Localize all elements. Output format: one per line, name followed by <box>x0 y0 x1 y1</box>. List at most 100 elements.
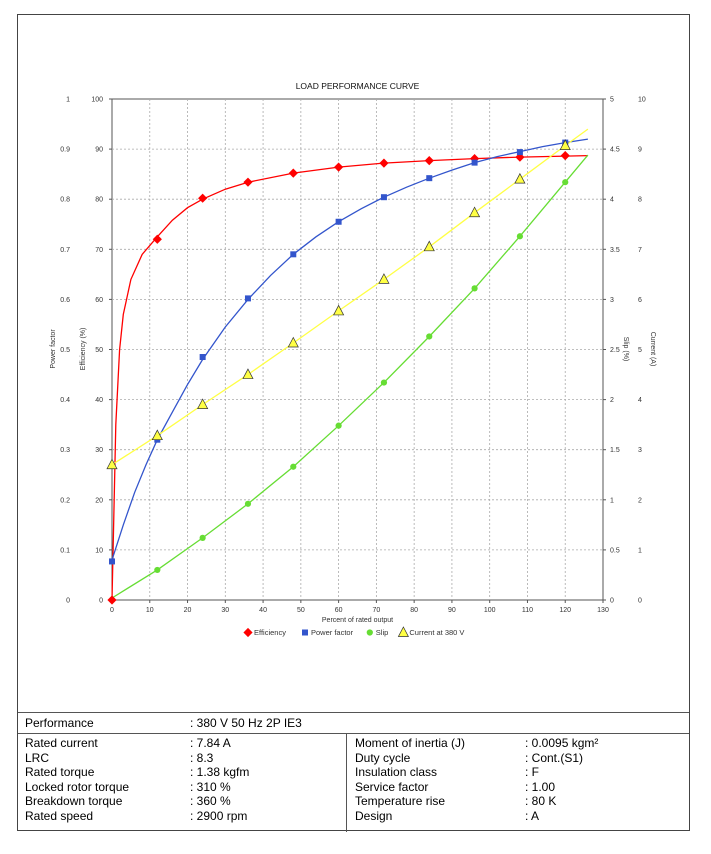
spec-label: LRC <box>25 750 50 765</box>
spec-value: : 80 K <box>525 794 557 809</box>
efficiency-point <box>198 193 208 203</box>
performance-table: Performance : 380 V 50 Hz 2P IE3 Rated c… <box>18 712 689 832</box>
efficiency-axis-label: Efficiency (%) <box>80 328 87 371</box>
current-at-380-v-point <box>378 273 390 284</box>
spec-value: : Cont.(S1) <box>525 750 584 765</box>
x-tick-label: 120 <box>559 607 571 614</box>
efficiency-point <box>379 158 389 168</box>
x-tick-label: 130 <box>597 607 609 614</box>
power-factor-point <box>290 251 297 258</box>
spec-label: Insulation class <box>355 765 438 780</box>
slip-tick-label: 3.5 <box>610 247 620 254</box>
current-tick-label: 7 <box>638 247 642 254</box>
current-at-380-v-point <box>469 206 481 218</box>
efficiency-point <box>334 162 344 172</box>
spec-value: : 8.3 <box>190 750 214 765</box>
x-tick-label: 50 <box>297 607 305 614</box>
power_factor-tick-label: 0.1 <box>60 547 70 554</box>
performance-value: : 380 V 50 Hz 2P IE3 <box>190 716 302 730</box>
efficiency-tick-label: 70 <box>95 247 103 254</box>
slip-point <box>199 534 206 541</box>
spec-value: : A <box>525 809 540 823</box>
efficiency-point <box>560 151 570 161</box>
slip-tick-label: 0.5 <box>610 547 620 554</box>
slip-point <box>516 233 524 240</box>
spec-value: : 2900 rpm <box>190 809 248 823</box>
power-factor-point <box>380 194 387 201</box>
spec-label: Temperature rise <box>355 794 446 809</box>
x-tick-label: 10 <box>146 607 154 614</box>
efficiency-tick-label: 40 <box>95 397 103 404</box>
slip-axis-label: Slip (%) <box>622 337 629 362</box>
efficiency-tick-label: 20 <box>95 497 103 504</box>
current-at-380-v-point <box>333 304 345 316</box>
slip-point <box>244 500 252 507</box>
power_factor-tick-label: 0.3 <box>60 447 70 454</box>
x-tick-label: 70 <box>372 607 380 614</box>
x-axis-label: Percent of rated output <box>322 617 393 624</box>
slip-point <box>290 463 297 470</box>
current-tick-label: 8 <box>638 197 642 204</box>
power-factor-point <box>199 354 206 361</box>
power-factor-point <box>244 295 251 302</box>
slip-tick-label: 5 <box>610 97 614 104</box>
power-factor-point <box>335 218 342 225</box>
efficiency-tick-label: 90 <box>95 147 103 154</box>
current-at-380-v-point <box>287 336 299 348</box>
efficiency-tick-label: 80 <box>95 197 103 204</box>
performance-label: Performance <box>25 716 94 730</box>
legend-label: Efficiency <box>254 628 286 637</box>
efficiency-point <box>243 177 253 187</box>
spec-value: : 0.0095 kgm² <box>525 736 599 750</box>
current-at-380-v-point <box>514 172 526 184</box>
current-at-380-v-point <box>151 429 163 441</box>
efficiency-point <box>424 156 434 166</box>
current-tick-label: 2 <box>638 497 642 504</box>
slip-tick-label: 2 <box>610 397 614 404</box>
efficiency-tick-label: 60 <box>95 297 103 304</box>
spec-label: Rated torque <box>25 765 95 780</box>
spec-label: Design <box>355 809 393 823</box>
current-at-380-v-point <box>242 368 254 379</box>
x-tick-label: 0 <box>110 607 114 614</box>
efficiency-tick-label: 50 <box>95 347 103 354</box>
slip-tick-label: 3 <box>610 297 614 304</box>
chart-title: LOAD PERFORMANCE CURVE <box>296 81 420 91</box>
efficiency-tick-label: 10 <box>95 547 103 554</box>
spec-label: Duty cycle <box>355 750 411 765</box>
spec-value: : 310 % <box>190 779 231 794</box>
spec-value: : 360 % <box>190 794 231 809</box>
slip-point <box>471 285 478 292</box>
spec-value: : 7.84 A <box>190 736 231 750</box>
legend-marker <box>243 627 253 638</box>
spec-value: : 1.00 <box>525 779 556 794</box>
power_factor-tick-label: 0.5 <box>60 347 70 354</box>
power-factor-axis-label: Power factor <box>50 329 57 369</box>
x-tick-label: 100 <box>484 607 496 614</box>
spec-label: Breakdown torque <box>25 794 123 809</box>
power_factor-tick-label: 0.8 <box>60 197 70 204</box>
efficiency-point <box>288 168 298 178</box>
current-tick-label: 0 <box>638 598 642 605</box>
spec-label: Moment of inertia (J) <box>355 736 466 750</box>
legend-marker <box>397 626 409 637</box>
power_factor-tick-label: 0.4 <box>60 397 70 404</box>
current-at-380-v-point <box>197 398 209 409</box>
current-tick-label: 10 <box>638 97 646 104</box>
efficiency-point <box>152 234 162 244</box>
legend-label: Power factor <box>311 628 354 637</box>
legend-marker <box>302 629 308 636</box>
spec-label: Service factor <box>355 779 429 794</box>
efficiency-curve <box>111 154 588 601</box>
efficiency-tick-label: 30 <box>95 447 103 454</box>
slip-point <box>154 566 161 574</box>
power-factor-point <box>109 558 115 565</box>
load-performance-chart: 0 10 20 30 40 50 60 70 80 90 100 110 120 13000.10.20.… <box>50 81 656 638</box>
spec-value: : 1.38 kgfm <box>190 765 250 780</box>
power_factor-tick-label: 0.9 <box>60 147 70 154</box>
x-tick-label: 60 <box>335 607 343 614</box>
specs-grid: Rated current: 7.84 A LRC: 8.3 Rated torqu… <box>18 734 689 832</box>
x-tick-label: 110 <box>522 607 533 614</box>
slip-tick-label: 4 <box>610 197 614 204</box>
slip-tick-label: 0 <box>610 598 614 605</box>
